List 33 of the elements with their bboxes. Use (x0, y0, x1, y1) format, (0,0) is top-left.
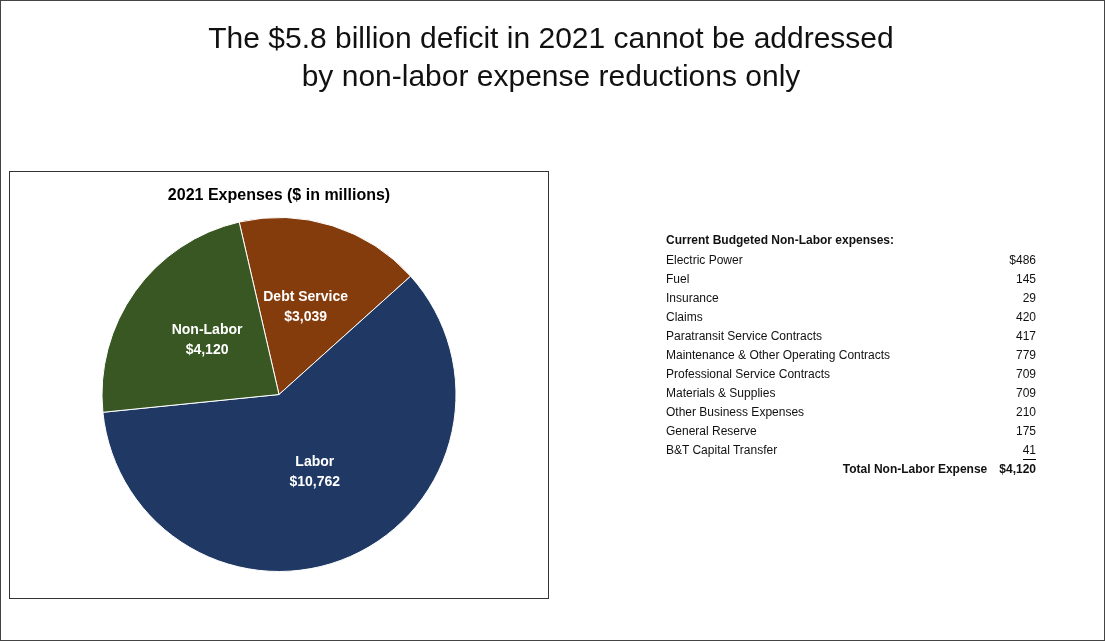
text: General Reserve (666, 423, 757, 440)
text: 41 (1022, 441, 1036, 460)
text: Materials & Supplies (666, 385, 776, 402)
text: Professional Service Contracts (666, 366, 831, 383)
text: 709 (1015, 366, 1036, 383)
text: Other Business Expenses (666, 404, 805, 421)
text: Paratransit Service Contracts (666, 328, 823, 345)
text: Maintenance & Other Operating Contracts (666, 347, 891, 364)
slice-label: Labor (295, 453, 335, 470)
text: 420 (1015, 309, 1036, 326)
chart-subtitle: 2021 Expenses ($ in millions) (166, 186, 392, 204)
data-label: $10,762 (289, 473, 341, 490)
text: 210 (1015, 404, 1036, 421)
text: $486 (1009, 252, 1036, 269)
slice-label: Non-Labor (171, 320, 243, 337)
text: 29 (1022, 290, 1036, 307)
text: 709 (1015, 385, 1036, 402)
text: 145 (1015, 271, 1036, 288)
text: Claims (666, 309, 703, 326)
text: 175 (1015, 423, 1036, 440)
text: Total Non-Labor Expense (842, 461, 988, 478)
text: Fuel (666, 271, 690, 288)
text: The $5.8 billion deficit in 2021 cannot be addressed by non-labor expense reductions only (207, 20, 895, 94)
text: Electric Power (666, 252, 743, 269)
text: $4,120 (999, 461, 1036, 478)
data-label: $3,039 (284, 308, 328, 325)
data-label: $4,120 (185, 340, 229, 357)
text: B&T Capital Transfer (666, 442, 778, 459)
text: 779 (1015, 347, 1036, 364)
text: 417 (1015, 328, 1036, 345)
text: Current Budgeted Non-Labor expenses: (666, 233, 896, 247)
slice-label: Debt Service (263, 288, 349, 305)
text: Insurance (666, 290, 719, 307)
